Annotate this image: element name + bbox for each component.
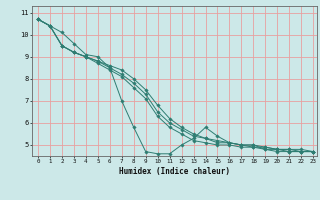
- X-axis label: Humidex (Indice chaleur): Humidex (Indice chaleur): [119, 167, 230, 176]
